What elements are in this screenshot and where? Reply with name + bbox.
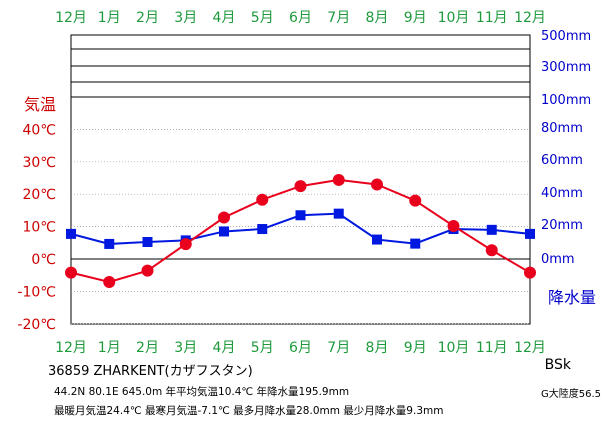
precipitation-point <box>142 236 153 247</box>
precipitation-point <box>372 234 382 245</box>
temperature-tick-label: 30℃ <box>22 155 56 171</box>
month-label-bottom: 7月 <box>327 340 350 356</box>
temperature-point <box>256 193 269 206</box>
month-label-bottom: 9月 <box>404 340 427 356</box>
month-label-top: 8月 <box>366 10 389 26</box>
month-label-bottom: 5月 <box>251 340 274 356</box>
temperature-tick-label: 20℃ <box>22 187 56 203</box>
precipitation-tick-label: 300mm <box>541 60 591 75</box>
month-label-top: 12月 <box>55 10 87 26</box>
month-label-bottom: 11月 <box>476 340 508 356</box>
precipitation-point <box>486 224 497 235</box>
station-name: 36859 ZHARKENT(カザフスタン) <box>48 364 253 379</box>
precipitation-tick-label: 20mm <box>541 218 583 233</box>
month-label-bottom: 12月 <box>55 340 87 356</box>
temperature-point <box>103 276 116 289</box>
month-label-top: 5月 <box>251 10 274 26</box>
precipitation-point <box>219 226 229 237</box>
temperature-point <box>485 244 498 257</box>
plot-frame <box>70 34 531 325</box>
temperature-axis-title: 気温 <box>24 95 56 114</box>
month-label-top: 7月 <box>327 10 350 26</box>
month-label-top: 4月 <box>213 10 236 26</box>
precipitation-axis-title: 降水量 <box>548 288 596 307</box>
precipitation-tick-label: 500mm <box>541 29 591 44</box>
precipitation-tick-label: 40mm <box>541 186 583 201</box>
temperature-line <box>70 178 531 284</box>
month-label-top: 1月 <box>98 10 121 26</box>
precipitation-tick-label: 100mm <box>541 93 591 108</box>
temperature-point <box>65 266 77 279</box>
continentality-index: G大陸度56.5 <box>540 389 601 400</box>
precipitation-tick-label: 60mm <box>541 153 583 168</box>
month-label-bottom: 2月 <box>136 340 159 356</box>
precipitation-tick-label: 0mm <box>541 252 575 267</box>
precipitation-point <box>66 228 76 239</box>
temperature-point <box>141 264 154 277</box>
precipitation-point <box>257 224 268 235</box>
temperature-point <box>371 178 383 191</box>
temperature-point <box>179 238 192 251</box>
month-label-top: 3月 <box>174 10 197 26</box>
month-label-top: 6月 <box>289 10 312 26</box>
month-label-bottom: 12月 <box>514 340 546 356</box>
precipitation-tick-label: 80mm <box>541 121 583 136</box>
precipitation-point <box>410 238 421 249</box>
precipitation-point <box>104 238 115 249</box>
temperature-point <box>524 266 536 279</box>
precipitation-point <box>333 208 344 219</box>
month-label-bottom: 3月 <box>174 340 197 356</box>
temperature-tick-label: 40℃ <box>22 122 56 138</box>
precipitation-point <box>525 228 535 239</box>
month-label-bottom: 4月 <box>213 340 236 356</box>
temperature-tick-label: 10℃ <box>22 220 56 236</box>
temperature-tick-label: -10℃ <box>17 284 56 300</box>
station-stats: 44.2N 80.1E 645.0m 年平均気温10.4℃ 年降水量195.9m… <box>54 386 350 398</box>
precipitation-point <box>295 210 306 221</box>
climate-classification: BSk <box>544 357 571 373</box>
month-label-top: 2月 <box>136 10 159 26</box>
temperature-point <box>447 219 460 232</box>
temperature-point <box>332 173 345 186</box>
station-extremes: 最暖月気温24.4℃ 最寒月気温-7.1℃ 最多月降水量28.0mm 最少月降水… <box>54 405 444 417</box>
temperature-point <box>218 211 230 224</box>
month-label-top: 11月 <box>476 10 508 26</box>
month-label-bottom: 6月 <box>289 340 312 356</box>
month-label-bottom: 8月 <box>366 340 389 356</box>
month-label-top: 12月 <box>514 10 546 26</box>
month-label-bottom: 10月 <box>438 340 470 356</box>
month-label-bottom: 1月 <box>98 340 121 356</box>
temperature-point <box>409 194 422 207</box>
month-label-top: 9月 <box>404 10 427 26</box>
temperature-tick-label: 0℃ <box>31 252 56 268</box>
temperature-point <box>294 180 307 193</box>
temperature-tick-label: -20℃ <box>17 317 56 333</box>
month-label-top: 10月 <box>438 10 470 26</box>
